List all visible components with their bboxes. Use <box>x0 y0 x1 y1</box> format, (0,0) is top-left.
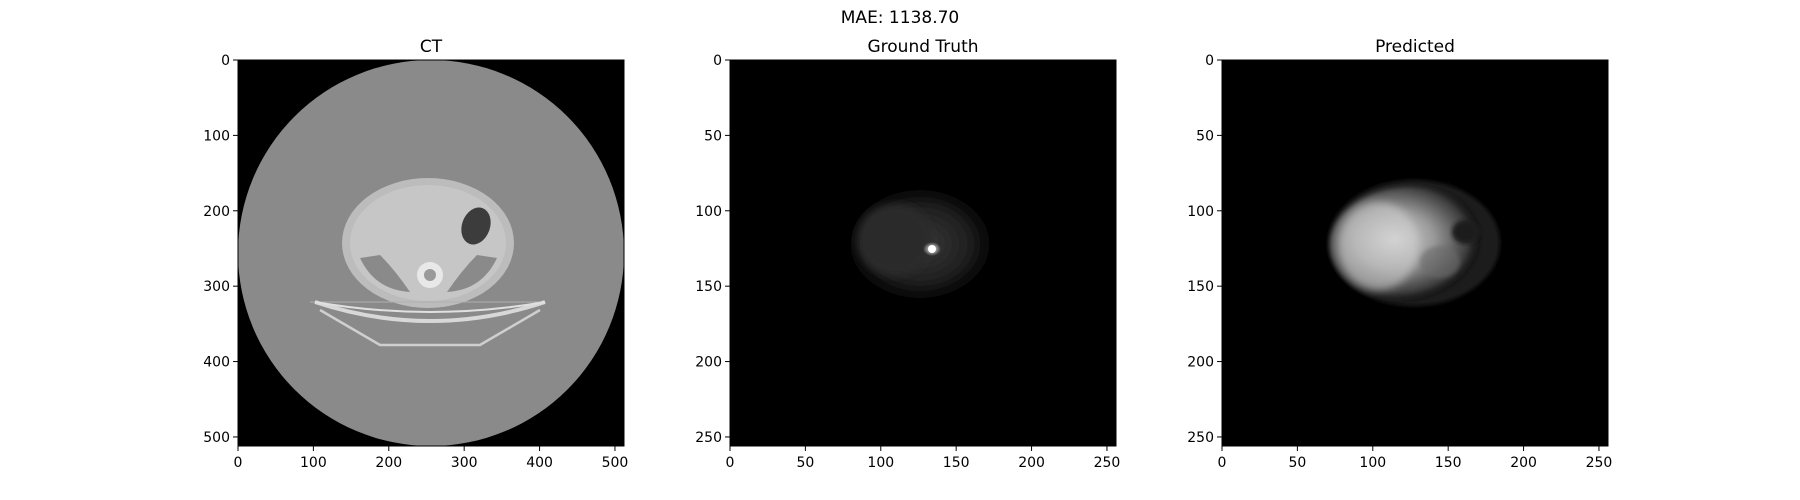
ct-xtick-label: 300 <box>451 455 478 471</box>
gt-xtick-label: 100 <box>867 455 894 471</box>
pred-panel-title: Predicted <box>1375 37 1455 57</box>
gt-xtick-label: 250 <box>1094 455 1121 471</box>
gt-xtick-label: 150 <box>943 455 970 471</box>
gt-xtick-label: 50 <box>796 455 814 471</box>
gt-xtick: 0 <box>726 446 735 471</box>
gt-ytick: 250 <box>695 430 730 446</box>
ct-xtick: 300 <box>451 446 478 471</box>
pred-xtick-label: 50 <box>1288 455 1306 471</box>
gt-ytick-label: 50 <box>704 128 722 144</box>
pred-xtick: 150 <box>1435 446 1462 471</box>
gt-xtick: 250 <box>1094 446 1121 471</box>
pred-ytick-label: 150 <box>1187 279 1214 295</box>
ground-truth-panel: Ground Truth 0 50 100 150 200 250050100150200… <box>695 37 1120 471</box>
ct-xtick-label: 100 <box>300 455 327 471</box>
ct-axes-frame <box>237 59 625 447</box>
gt-ytick: 50 <box>704 128 730 144</box>
pred-xtick-label: 0 <box>1218 455 1227 471</box>
gt-ytick-label: 100 <box>695 204 722 220</box>
gt-ytick-label: 250 <box>695 430 722 446</box>
ct-ytick: 500 <box>203 430 238 446</box>
pred-image <box>1328 180 1500 306</box>
gt-ytick: 100 <box>695 204 730 220</box>
pred-xtick: 250 <box>1586 446 1613 471</box>
pred-ytick-label: 250 <box>1187 430 1214 446</box>
pred-ytick: 150 <box>1187 279 1222 295</box>
ct-xtick-label: 0 <box>234 455 243 471</box>
gt-ytick-label: 0 <box>713 53 722 69</box>
gt-image <box>835 178 1005 310</box>
ct-ytick: 100 <box>203 128 238 144</box>
gt-panel-title: Ground Truth <box>867 37 978 57</box>
pred-axes-frame <box>1221 59 1609 447</box>
gt-xtick-label: 0 <box>726 455 735 471</box>
gt-xtick: 100 <box>867 446 894 471</box>
ct-xtick-label: 500 <box>602 455 629 471</box>
pred-xtick-label: 100 <box>1359 455 1386 471</box>
pred-ytick-label: 200 <box>1187 355 1214 371</box>
gt-ytick-label: 150 <box>695 279 722 295</box>
ct-image <box>238 60 624 446</box>
pred-xtick-label: 200 <box>1510 455 1537 471</box>
gt-xtick: 50 <box>796 446 814 471</box>
gt-ytick: 200 <box>695 355 730 371</box>
ct-xtick: 400 <box>526 446 553 471</box>
ct-ytick-label: 300 <box>203 279 230 295</box>
gt-ytick: 0 <box>713 53 730 69</box>
pred-ytick: 50 <box>1196 128 1222 144</box>
ct-xtick-label: 200 <box>375 455 402 471</box>
pred-xtick: 100 <box>1359 446 1386 471</box>
ct-ytick-label: 0 <box>221 53 230 69</box>
gt-axes-frame <box>729 59 1117 447</box>
gt-ytick-label: 200 <box>695 355 722 371</box>
pred-ytick-label: 0 <box>1205 53 1214 69</box>
ct-ytick: 300 <box>203 279 238 295</box>
pred-xtick-label: 150 <box>1435 455 1462 471</box>
figure-suptitle: MAE: 1138.70 <box>840 8 960 28</box>
ct-xtick: 0 <box>234 446 243 471</box>
pred-ytick: 100 <box>1187 204 1222 220</box>
ct-xtick: 200 <box>375 446 402 471</box>
ct-ytick-label: 100 <box>203 128 230 144</box>
pred-ytick: 250 <box>1187 430 1222 446</box>
ct-ytick-label: 500 <box>203 430 230 446</box>
pred-ytick-label: 100 <box>1187 204 1214 220</box>
ct-ytick: 0 <box>221 53 238 69</box>
ct-ytick: 200 <box>203 204 238 220</box>
ct-panel-title: CT <box>420 37 443 57</box>
pred-xtick-label: 250 <box>1586 455 1613 471</box>
gt-ytick: 150 <box>695 279 730 295</box>
gt-xtick: 150 <box>943 446 970 471</box>
pred-xtick: 0 <box>1218 446 1227 471</box>
pred-ytick: 0 <box>1205 53 1222 69</box>
ct-ytick-label: 200 <box>203 204 230 220</box>
ct-xtick: 100 <box>300 446 327 471</box>
pred-xtick: 200 <box>1510 446 1537 471</box>
gt-xtick-label: 200 <box>1018 455 1045 471</box>
ct-xtick-label: 400 <box>526 455 553 471</box>
ct-ytick: 400 <box>203 355 238 371</box>
ct-xtick: 500 <box>602 446 629 471</box>
ct-ytick-label: 400 <box>203 355 230 371</box>
pred-xtick: 50 <box>1288 446 1306 471</box>
pred-ytick-label: 50 <box>1196 128 1214 144</box>
gt-xtick: 200 <box>1018 446 1045 471</box>
pred-ytick: 200 <box>1187 355 1222 371</box>
